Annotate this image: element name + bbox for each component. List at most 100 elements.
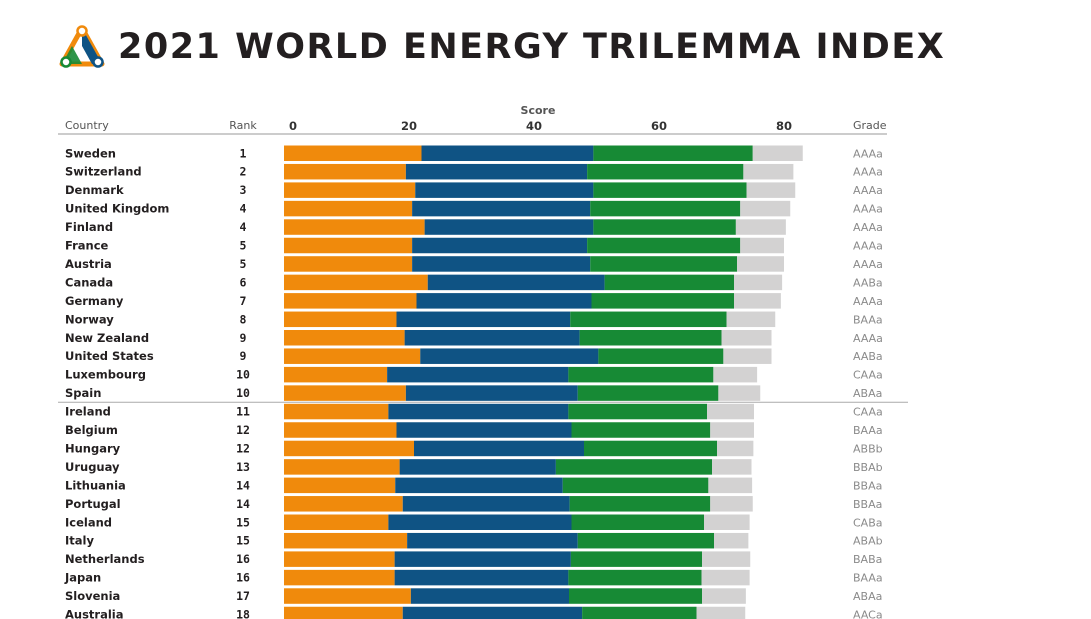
rank-label: 15: [236, 534, 250, 548]
chart-row: Italy 15 ABAb: [65, 532, 883, 549]
social-equity-segment: [284, 256, 413, 272]
social-equity-segment: [284, 348, 421, 364]
chart-row: Germany 7 AAAa: [65, 293, 883, 309]
chart-row: Japan 16 BAAa: [64, 569, 883, 586]
chart-row: Australia 18 AACa: [65, 606, 883, 619]
country-label: Switzerland: [65, 165, 142, 179]
social-equity-segment: [284, 219, 425, 235]
chart-row: Belgium 12 BAAa: [65, 422, 883, 438]
environmental-sustainability-segment: [604, 274, 734, 291]
grade-label: AAAa: [853, 240, 883, 253]
social-equity-segment: [284, 477, 396, 494]
energy-security-segment: [396, 311, 571, 328]
chart-row: France 5 AAAa: [65, 237, 883, 254]
energy-security-segment: [394, 569, 569, 586]
rank-label: 1: [240, 146, 247, 160]
country-label: Germany: [65, 294, 124, 308]
grade-label: CAAa: [853, 369, 883, 382]
rank-label: 9: [240, 349, 247, 363]
chart-row: United States 9 AABa: [65, 348, 883, 364]
context-segment: [702, 551, 751, 567]
grade-label: BBAa: [853, 498, 882, 511]
context-segment: [696, 606, 746, 619]
environmental-sustainability-segment: [571, 422, 711, 438]
trilemma-triangle-logo-icon: [59, 25, 105, 68]
energy-security-segment: [414, 440, 584, 457]
context-segment: [735, 219, 786, 235]
context-segment: [710, 496, 753, 512]
energy-security-segment: [410, 588, 569, 604]
environmental-sustainability-segment: [579, 330, 722, 346]
rank-label: 8: [240, 312, 247, 326]
country-label: Portugal: [65, 497, 121, 511]
energy-security-segment: [388, 514, 572, 530]
country-label: Slovenia: [65, 589, 120, 603]
energy-security-segment: [405, 163, 588, 180]
energy-security-segment: [388, 403, 569, 420]
context-segment: [752, 145, 803, 161]
chart-row: Switzerland 2 AAAa: [65, 163, 883, 180]
social-equity-segment: [284, 514, 389, 530]
social-equity-segment: [284, 385, 406, 401]
chart-row: Austria 5 AAAa: [65, 256, 883, 272]
energy-security-segment: [407, 532, 578, 549]
energy-security-segment: [402, 496, 570, 512]
social-equity-segment: [284, 532, 408, 549]
social-equity-segment: [284, 496, 403, 512]
rank-label: 14: [236, 478, 250, 492]
social-equity-segment: [284, 237, 413, 254]
country-label: Norway: [65, 312, 114, 326]
chart-row: Lithuania 14 BBAa: [65, 477, 882, 494]
rank-label: 15: [236, 515, 250, 529]
environmental-sustainability-segment: [587, 237, 741, 254]
rank-label: 9: [240, 331, 247, 345]
grade-label: AAAa: [853, 332, 883, 345]
environmental-sustainability-segment: [593, 219, 736, 235]
rank-label: 4: [240, 220, 247, 234]
rank-label: 17: [236, 589, 250, 603]
country-label: New Zealand: [65, 331, 149, 345]
energy-security-segment: [412, 200, 591, 217]
context-segment: [740, 200, 791, 217]
chart-row: Iceland 15 CABa: [65, 514, 883, 530]
energy-security-segment: [427, 274, 605, 291]
social-equity-segment: [284, 182, 416, 198]
environmental-sustainability-segment: [555, 459, 713, 475]
social-equity-segment: [284, 145, 422, 161]
energy-security-segment: [404, 330, 580, 346]
social-equity-segment: [284, 440, 414, 457]
energy-security-segment: [424, 219, 594, 235]
country-label: United States: [65, 349, 154, 363]
social-equity-segment: [284, 163, 406, 180]
environmental-sustainability-segment: [598, 348, 724, 364]
social-equity-segment: [284, 293, 417, 309]
country-label: Sweden: [65, 146, 116, 160]
environmental-sustainability-segment: [571, 514, 704, 530]
grade-label: BAAa: [853, 313, 883, 326]
chart-row: Canada 6 AABa: [65, 274, 883, 291]
energy-security-segment: [387, 366, 569, 383]
environmental-sustainability-segment: [569, 496, 711, 512]
chart-row: Norway 8 BAAa: [65, 311, 883, 328]
social-equity-segment: [284, 588, 411, 604]
environmental-sustainability-segment: [587, 163, 744, 180]
environmental-sustainability-segment: [568, 569, 702, 586]
grade-label: ABAa: [853, 387, 882, 400]
grade-label: AAAa: [853, 258, 883, 271]
context-segment: [708, 477, 753, 494]
chart-row: Slovenia 17 ABAa: [65, 588, 882, 604]
x-tick-label: 80: [776, 119, 792, 133]
grade-label: AAAa: [853, 184, 883, 197]
rank-label: 4: [240, 202, 247, 216]
x-axis-ticks: 0 20 40 60 80: [289, 119, 792, 133]
grade-label: BAAa: [853, 424, 883, 437]
grade-label: ABAb: [853, 535, 883, 548]
country-label: Luxembourg: [65, 368, 146, 382]
country-label: Spain: [65, 386, 101, 400]
environmental-sustainability-segment: [577, 385, 719, 401]
country-label: Netherlands: [65, 552, 145, 566]
energy-security-segment: [394, 551, 571, 567]
grade-label: AAAa: [853, 147, 883, 160]
chart-row: New Zealand 9 AAAa: [65, 330, 883, 346]
